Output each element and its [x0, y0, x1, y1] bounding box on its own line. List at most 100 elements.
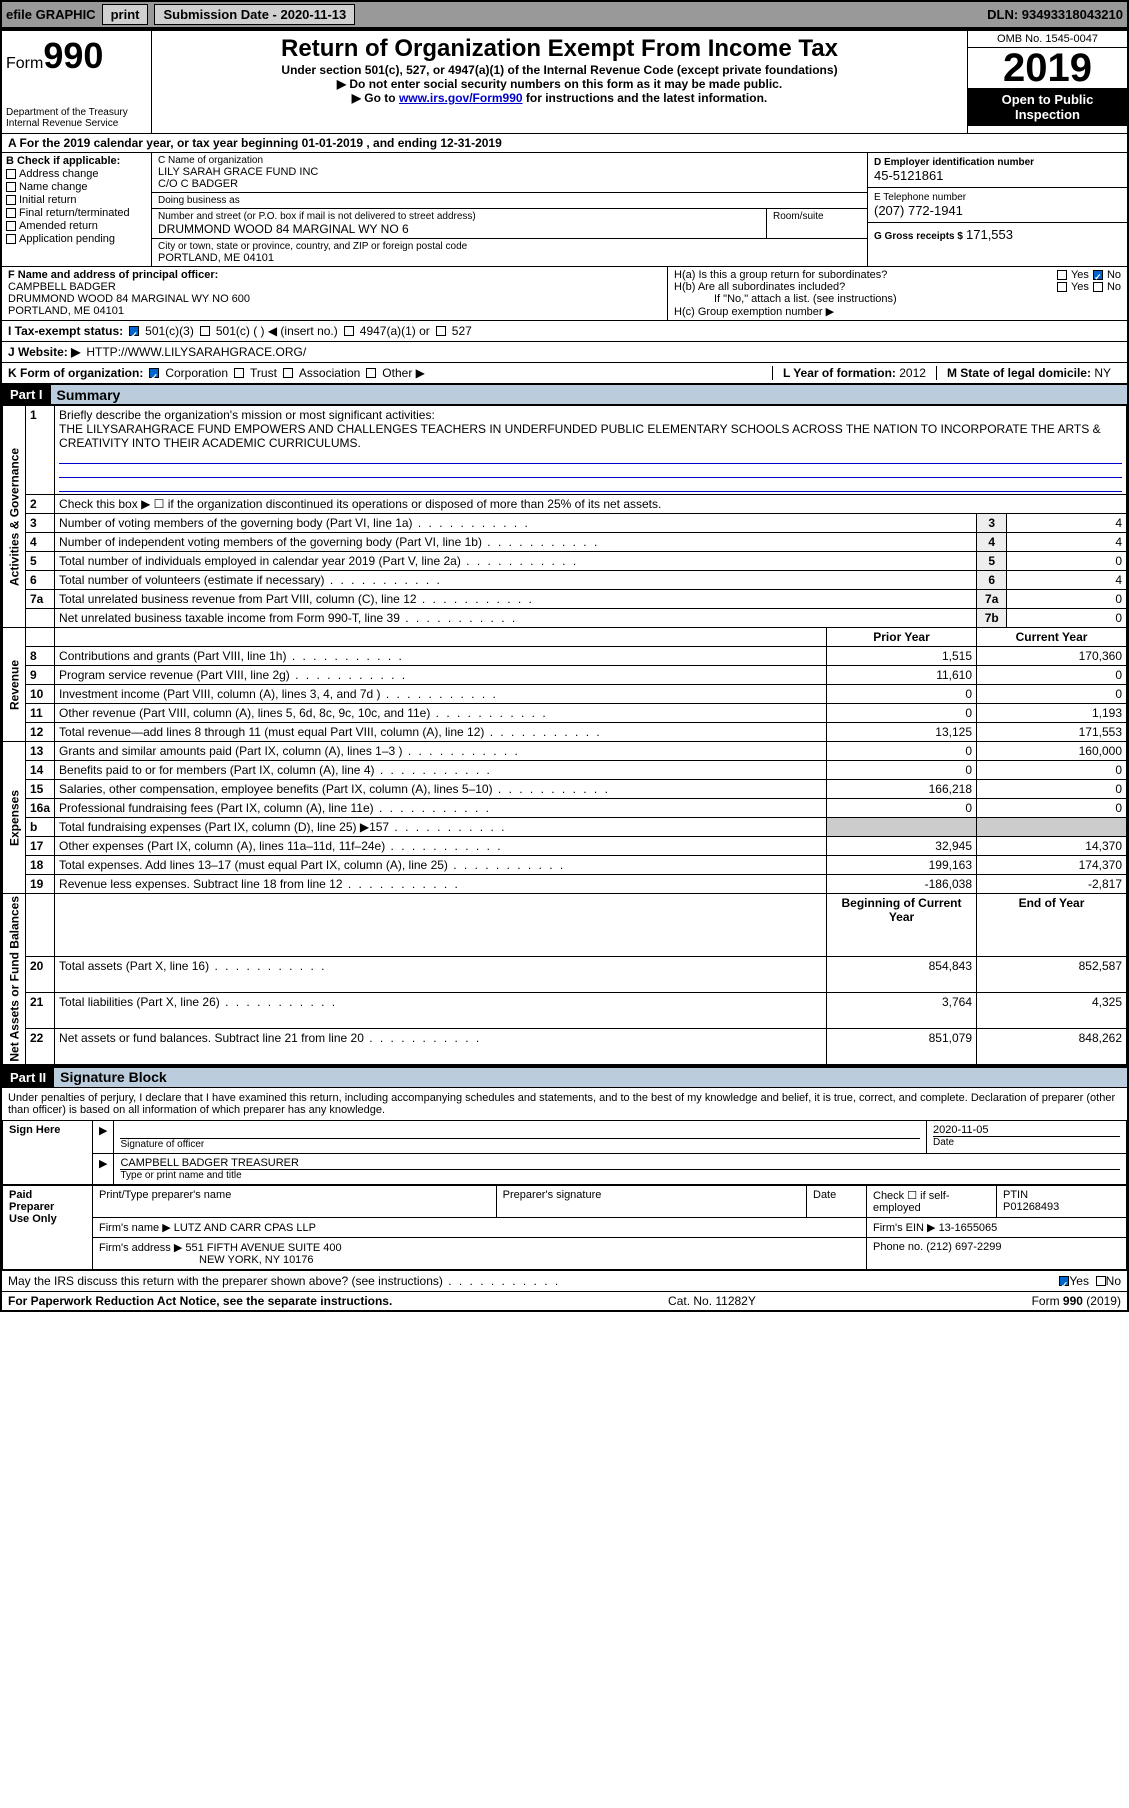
table-row: 10 Investment income (Part VIII, column … — [3, 685, 1127, 704]
chk-amended-return[interactable]: Amended return — [6, 220, 147, 232]
checkbox-icon[interactable] — [234, 368, 244, 378]
may-text: May the IRS discuss this return with the… — [8, 1274, 1059, 1288]
may-discuss-row: May the IRS discuss this return with the… — [2, 1270, 1127, 1291]
street-value: DRUMMOND WOOD 84 MARGINAL WY NO 6 — [158, 222, 760, 236]
pp2: Preparer — [9, 1201, 86, 1213]
pp3: Use Only — [9, 1213, 86, 1225]
form-outer: Form990 Department of the Treasury Inter… — [0, 29, 1129, 1312]
side-activities: Activities & Governance — [3, 406, 26, 628]
ha-label: H(a) Is this a group return for subordin… — [674, 269, 1053, 281]
checkbox-icon[interactable] — [1057, 270, 1067, 280]
table-row: 3 Number of voting members of the govern… — [3, 514, 1127, 533]
checkbox-icon[interactable] — [1057, 282, 1067, 292]
kform-label: K Form of organization: — [8, 366, 143, 380]
checkbox-checked-icon[interactable] — [1093, 270, 1103, 280]
checkbox-checked-icon[interactable] — [129, 326, 139, 336]
footer-right: Form 990 (2019) — [1032, 1294, 1121, 1308]
form-title: Return of Organization Exempt From Incom… — [156, 35, 963, 63]
submission-date-button[interactable]: Submission Date - 2020-11-13 — [154, 4, 355, 25]
street-cell: Number and street (or P.O. box if mail i… — [152, 209, 867, 239]
phone-value: (207) 772-1941 — [874, 203, 1121, 218]
declaration-text: Under penalties of perjury, I declare th… — [2, 1088, 1127, 1120]
website-value: HTTP://WWW.LILYSARAHGRACE.ORG/ — [86, 345, 306, 359]
city-label: City or town, state or province, country… — [158, 241, 861, 252]
table-row: 21 Total liabilities (Part X, line 26) 3… — [3, 992, 1127, 1028]
yes-label: Yes — [1071, 281, 1089, 293]
checkbox-icon[interactable] — [344, 326, 354, 336]
table-row: 18 Total expenses. Add lines 13–17 (must… — [3, 856, 1127, 875]
sign-here-label: Sign Here — [3, 1120, 93, 1184]
hb-label: H(b) Are all subordinates included? — [674, 281, 1053, 293]
chk-label: Name change — [19, 181, 88, 193]
sig-date-val: 2020-11-05 — [933, 1124, 1120, 1136]
table-row: 17 Other expenses (Part IX, column (A), … — [3, 837, 1127, 856]
city-value: PORTLAND, ME 04101 — [158, 252, 861, 264]
arrow-icon: ▶ — [93, 1153, 114, 1184]
opt-assoc: Association — [299, 366, 360, 380]
addr-label: Firm's address ▶ — [99, 1242, 182, 1254]
table-row: 19 Revenue less expenses. Subtract line … — [3, 875, 1127, 894]
chk-label: Amended return — [19, 220, 98, 232]
chk-initial-return[interactable]: Initial return — [6, 194, 147, 206]
footer-row: For Paperwork Reduction Act Notice, see … — [2, 1291, 1127, 1310]
checkbox-icon — [6, 208, 16, 218]
no-label: No — [1107, 269, 1121, 281]
sign-here-text: Sign Here — [9, 1124, 86, 1136]
h-b: H(b) Are all subordinates included? Yes … — [674, 281, 1121, 293]
form-number: Form990 — [6, 35, 147, 77]
officer-label: F Name and address of principal officer: — [8, 269, 661, 281]
section-b: B Check if applicable: Address change Na… — [2, 153, 152, 266]
ptin-value: P01268493 — [1003, 1201, 1120, 1213]
tax-period: A For the 2019 calendar year, or tax yea… — [2, 134, 1127, 153]
firm-value: LUTZ AND CARR CPAS LLP — [174, 1222, 316, 1234]
chk-final-return[interactable]: Final return/terminated — [6, 207, 147, 219]
table-row: 22 Net assets or fund balances. Subtract… — [3, 1028, 1127, 1064]
irs-label: Internal Revenue Service — [6, 118, 147, 129]
ptin-label: PTIN — [1003, 1189, 1120, 1201]
checkbox-checked-icon[interactable] — [149, 368, 159, 378]
checkbox-icon[interactable] — [1093, 282, 1103, 292]
chk-label: Application pending — [19, 233, 115, 245]
checkbox-icon — [6, 221, 16, 231]
efile-label: efile GRAPHIC — [6, 7, 96, 22]
chk-application-pending[interactable]: Application pending — [6, 233, 147, 245]
checkbox-icon[interactable] — [1096, 1276, 1106, 1286]
no-label: No — [1107, 281, 1121, 293]
opt-4947: 4947(a)(1) or — [360, 324, 430, 338]
phone-label: Phone no. — [873, 1241, 923, 1253]
table-row: 8 Contributions and grants (Part VIII, l… — [3, 647, 1127, 666]
city-cell: City or town, state or province, country… — [152, 239, 867, 266]
section-d: D Employer identification number 45-5121… — [868, 153, 1127, 188]
checkbox-icon[interactable] — [366, 368, 376, 378]
ein-label: Firm's EIN ▶ — [873, 1222, 936, 1234]
l-value: 2012 — [899, 366, 926, 380]
addr2-value: NEW YORK, NY 10176 — [99, 1254, 314, 1266]
prep-ptin-cell: PTIN P01268493 — [997, 1185, 1127, 1217]
checkbox-checked-icon[interactable] — [1059, 1276, 1069, 1286]
website-label: J Website: ▶ — [8, 345, 80, 359]
m-label: M State of legal domicile: — [947, 366, 1091, 380]
checkbox-icon[interactable] — [200, 326, 210, 336]
header-right: OMB No. 1545-0047 2019 Open to Public In… — [967, 31, 1127, 133]
sign-table: Sign Here ▶ Signature of officer 2020-11… — [2, 1120, 1127, 1185]
section-e: E Telephone number (207) 772-1941 — [868, 188, 1127, 223]
checkbox-icon[interactable] — [283, 368, 293, 378]
prep-sig-hdr: Preparer's signature — [496, 1185, 806, 1217]
footer-mid: Cat. No. 11282Y — [668, 1294, 756, 1308]
header-left: Form990 Department of the Treasury Inter… — [2, 31, 152, 133]
side-revenue: Revenue — [3, 628, 26, 742]
side-netassets: Net Assets or Fund Balances — [3, 894, 26, 1065]
officer-name: CAMPBELL BADGER — [8, 281, 661, 293]
chk-address-change[interactable]: Address change — [6, 168, 147, 180]
chk-name-change[interactable]: Name change — [6, 181, 147, 193]
checkbox-icon[interactable] — [436, 326, 446, 336]
room-label: Room/suite — [767, 209, 867, 238]
ein-value: 13-1655065 — [939, 1222, 998, 1234]
opt-527: 527 — [452, 324, 472, 338]
side-expenses: Expenses — [3, 742, 26, 894]
print-button[interactable]: print — [102, 4, 149, 25]
pp1: Paid — [9, 1189, 86, 1201]
open-public-2: Inspection — [972, 107, 1123, 122]
irs-link[interactable]: www.irs.gov/Form990 — [399, 91, 523, 105]
opt-501c: 501(c) ( ) ◀ (insert no.) — [216, 324, 338, 338]
